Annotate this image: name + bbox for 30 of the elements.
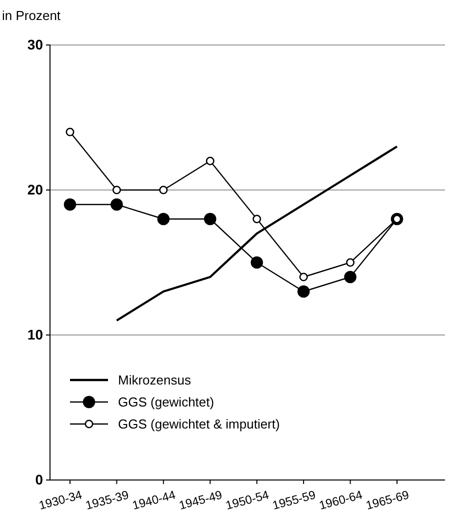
y-tick-label: 0 [35, 471, 44, 488]
point [299, 272, 308, 282]
point [206, 156, 214, 166]
x-tick-label: 1930-34 [37, 488, 84, 513]
point [112, 186, 121, 194]
point [250, 256, 264, 269]
legend-label: GGS (gewichtet) [118, 394, 214, 410]
legend-label: Mikrozensus [118, 372, 192, 388]
x-tick-label: 1945-49 [177, 488, 224, 513]
y-tick-label: 10 [27, 326, 44, 342]
point [204, 212, 216, 226]
y-axis-title: in Prozent [2, 8, 61, 23]
point [344, 270, 356, 284]
point [297, 285, 310, 298]
x-tick-label: 1935-39 [84, 488, 131, 513]
x-tick-label: 1950-54 [224, 488, 271, 513]
legend-label: GGS (gewichtet & imputiert) [118, 416, 280, 432]
point [64, 198, 76, 211]
point [110, 198, 123, 211]
x-tick-label: 1955-59 [270, 488, 318, 513]
point [157, 212, 170, 226]
point [346, 258, 355, 267]
point [252, 214, 262, 224]
y-tick-label: 30 [27, 36, 44, 52]
point [159, 186, 168, 194]
y-tick-label: 20 [27, 181, 44, 198]
point [66, 128, 74, 136]
x-tick-label: 1960-64 [318, 488, 364, 513]
x-tick-label: 1940-44 [130, 488, 178, 513]
x-tick-label: 1965-69 [364, 488, 411, 513]
